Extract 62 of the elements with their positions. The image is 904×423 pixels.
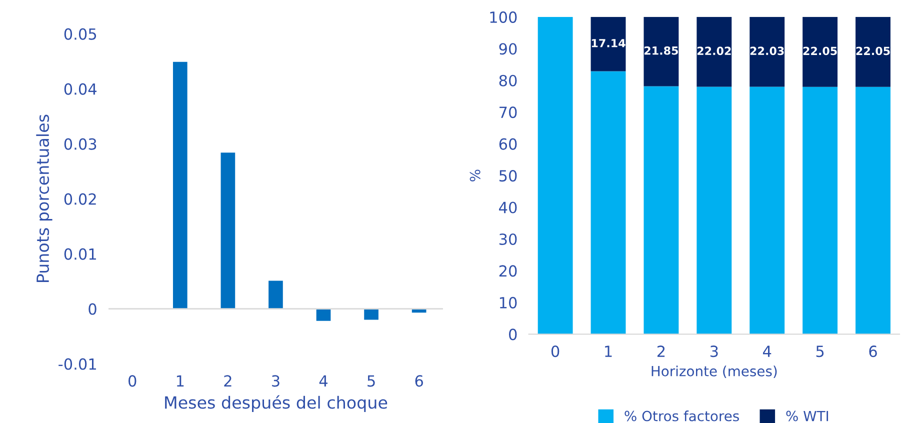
legend-label: % WTI — [786, 410, 828, 422]
bar — [172, 62, 188, 309]
y-tick-label: 0.02 — [64, 193, 96, 205]
bar — [802, 86, 838, 334]
bar — [750, 16, 785, 87]
x-tick-label: 1 — [176, 375, 184, 386]
x-tick-label: 3 — [710, 346, 718, 358]
y-tick-label: 40 — [499, 202, 517, 214]
y-tick-label: 20 — [499, 265, 517, 277]
y-tick-label: 0 — [509, 328, 517, 340]
data-label: 22.03 — [750, 46, 784, 56]
x-tick-label: 2 — [224, 375, 232, 386]
y-tick-label: 50 — [499, 170, 517, 182]
y-tick-label: 60 — [499, 138, 517, 150]
y-tick-label: -0.01 — [58, 358, 96, 370]
data-label: 21.85 — [644, 46, 678, 55]
x-tick-label: 1 — [605, 346, 612, 357]
bar — [644, 86, 679, 334]
legend-label: % Otros factores — [624, 410, 739, 422]
data-label: 22.02 — [697, 46, 731, 56]
bar — [268, 280, 283, 309]
x-tick-label: 0 — [128, 375, 136, 387]
y-axis-title: % — [470, 170, 480, 182]
bar — [802, 16, 838, 87]
bar — [590, 16, 626, 72]
bar — [644, 16, 679, 86]
y-tick-label: 10 — [500, 296, 517, 308]
y-tick-label: 100 — [490, 11, 517, 23]
data-label: 17.14 — [592, 39, 626, 48]
y-tick-label: 0 — [88, 303, 96, 315]
x-tick-label: 6 — [415, 375, 423, 387]
bar — [364, 308, 378, 320]
bar — [856, 16, 890, 87]
data-label: 22.05 — [856, 46, 890, 56]
bar — [538, 16, 573, 334]
x-tick-label: 4 — [319, 375, 328, 386]
x-tick-label: 5 — [816, 346, 824, 358]
bar — [696, 86, 732, 334]
x-tick-label: 5 — [368, 375, 375, 387]
y-tick-label: 0.05 — [64, 28, 96, 40]
bar — [696, 16, 732, 87]
bar — [856, 86, 890, 334]
x-tick-label: 2 — [657, 346, 665, 357]
data-label: 22.05 — [803, 46, 837, 56]
y-tick-label: 80 — [499, 74, 517, 86]
y-tick-label: 0.01 — [64, 248, 96, 260]
y-tick-label: 0.04 — [64, 83, 97, 95]
y-tick-label: 90 — [499, 43, 517, 55]
y-tick-label: 70 — [500, 106, 517, 118]
x-tick-label: 4 — [762, 346, 772, 357]
y-tick-label: 30 — [499, 233, 517, 246]
bar — [590, 71, 626, 334]
x-tick-label: 3 — [272, 375, 280, 387]
bar — [220, 152, 236, 309]
x-tick-label: 0 — [551, 346, 560, 358]
bar — [750, 86, 785, 334]
x-axis-title: Horizonte (meses) — [652, 366, 777, 378]
bar — [316, 308, 331, 321]
y-axis-title: Punots porcentuales — [36, 114, 52, 282]
y-tick-label: 0.03 — [64, 138, 96, 150]
x-tick-label: 6 — [869, 346, 877, 358]
x-axis-title: Meses después del choque — [165, 395, 388, 412]
